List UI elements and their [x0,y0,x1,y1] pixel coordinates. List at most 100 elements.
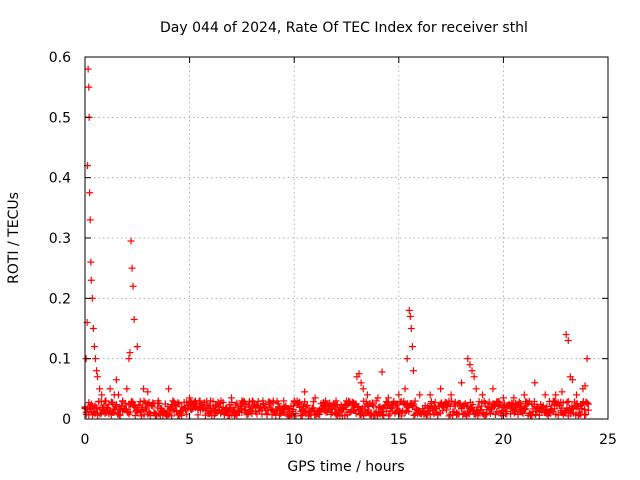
data-point [437,385,445,393]
data-point [87,258,95,266]
data-point [109,399,117,407]
data-point [410,411,418,419]
data-point [360,412,368,420]
data-point [173,407,181,415]
data-point [522,405,530,413]
data-point [562,331,570,339]
data-point [127,237,135,245]
data-point [165,385,173,393]
y-tick-label: 0.1 [49,352,71,368]
data-point [550,397,558,405]
x-tick-label: 25 [599,432,617,448]
data-point [196,397,204,405]
data-point [382,398,390,406]
data-point [188,406,196,414]
data-point [378,411,386,419]
data-point [126,349,134,357]
data-point [106,385,114,393]
data-point [365,406,373,414]
data-point [543,403,551,411]
chart-title: Day 044 of 2024, Rate Of TEC Index for r… [160,20,528,36]
data-point [520,406,528,414]
data-point [248,397,256,405]
data-point [212,402,220,410]
data-point [408,343,416,351]
data-point [372,397,380,405]
data-point [90,408,98,416]
data-point [541,391,549,399]
y-tick-label: 0.4 [49,171,71,187]
data-point [102,397,110,405]
data-point [178,412,186,420]
data-point [458,379,466,387]
data-point [445,412,453,420]
data-point [126,408,134,416]
data-point [94,373,102,381]
data-point [326,399,334,407]
data-point [301,398,309,406]
data-point [133,343,141,351]
data-point [93,367,101,375]
data-point [384,394,392,402]
data-point [332,397,340,405]
data-point [309,398,317,406]
x-tick-label: 15 [390,432,408,448]
data-point [227,394,235,402]
data-point [474,412,482,420]
data-point [470,373,478,381]
data-point [411,397,419,405]
data-point [515,398,523,406]
data-point [469,400,477,408]
data-point [130,402,138,410]
data-point [503,408,511,416]
data-point [409,367,417,375]
data-point [114,391,122,399]
data-point [520,391,528,399]
data-point [427,398,435,406]
data-point [194,411,202,419]
data-point [528,412,536,420]
data-point [552,391,560,399]
data-point [582,410,590,418]
data-point [86,189,94,197]
data-point [129,282,137,290]
data-point [85,83,93,91]
data-point [280,397,288,405]
y-tick-label: 0.6 [49,50,71,66]
data-point [407,325,415,332]
data-point [359,385,367,393]
data-point [107,398,115,406]
data-point [573,391,581,399]
data-point [290,397,298,405]
data-point [92,405,100,413]
data-point [207,397,215,405]
data-point [583,355,591,363]
data-point [463,402,471,410]
data-point [472,385,480,393]
data-point [464,355,472,363]
data-point [243,409,251,417]
data-point [276,411,284,419]
data-point [447,391,455,399]
data-point [564,337,572,345]
data-point [169,397,177,405]
data-point [558,388,566,396]
data-point [298,411,306,419]
data-point [303,401,311,409]
data-point [90,343,98,351]
data-point [406,312,414,320]
data-point [84,65,92,73]
y-axis-label: ROTI / TECUs [6,192,22,284]
data-point [263,410,271,418]
data-point [130,315,138,323]
y-tick-label: 0.2 [49,291,71,307]
data-point [338,404,346,412]
data-point [431,404,439,412]
data-point [410,400,418,408]
data-point [259,397,267,405]
data-point [584,406,592,414]
data-point [175,400,183,408]
grid [85,57,608,419]
data-point [442,406,450,414]
x-axis-label: GPS time / hours [287,459,404,475]
